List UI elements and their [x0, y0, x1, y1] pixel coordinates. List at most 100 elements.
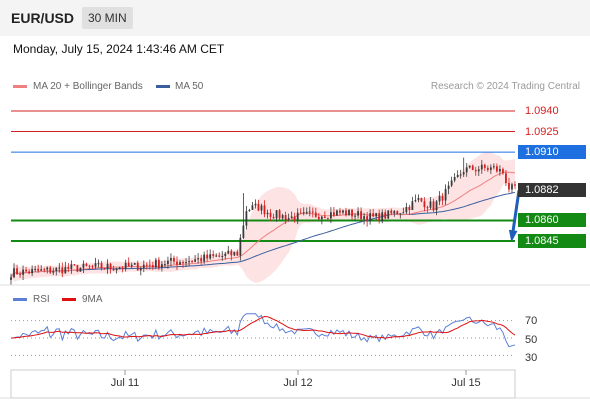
x-axis-frame	[10, 369, 516, 399]
candle	[257, 199, 260, 212]
candle	[227, 245, 230, 255]
ma9-legend-label: 9MA	[82, 294, 103, 305]
candle	[212, 250, 215, 259]
rsi-legend-label: RSI	[33, 294, 50, 305]
candle	[85, 262, 88, 267]
candle	[121, 266, 124, 273]
candle	[447, 181, 450, 195]
candle	[287, 213, 290, 222]
ma50-legend-label: MA 50	[175, 81, 204, 92]
candle	[209, 249, 212, 260]
candle	[354, 213, 356, 221]
candle	[136, 260, 139, 271]
candle	[450, 176, 453, 188]
candle	[91, 264, 94, 270]
candle	[465, 163, 468, 177]
ma20-line	[10, 171, 516, 278]
candle	[333, 206, 335, 218]
candle	[34, 265, 37, 272]
rsi-legend-swatch	[13, 298, 27, 301]
candle	[378, 209, 381, 224]
candle	[269, 208, 272, 221]
candle	[462, 157, 465, 178]
candle	[432, 198, 435, 212]
candle	[514, 181, 516, 190]
candle	[308, 206, 311, 217]
candle	[305, 207, 308, 215]
rsi-tick-50: 50	[525, 334, 538, 346]
candle	[164, 260, 166, 268]
candle	[124, 259, 127, 272]
candle	[206, 249, 209, 262]
candle	[381, 209, 384, 224]
candle	[40, 265, 43, 271]
candle	[492, 163, 495, 170]
candle	[67, 262, 70, 273]
candle	[61, 262, 64, 278]
candle	[43, 267, 46, 273]
forecast-arrowhead	[508, 229, 518, 243]
candle	[191, 259, 193, 264]
candle	[230, 249, 233, 261]
candle	[284, 211, 287, 224]
candle	[384, 209, 387, 220]
candle	[46, 266, 49, 274]
candle	[224, 251, 227, 260]
candle	[260, 203, 263, 215]
candle	[357, 207, 359, 219]
candle	[103, 267, 106, 270]
candle	[58, 263, 61, 273]
pivot-level-label-2: 1.0910	[518, 145, 586, 160]
candle	[511, 182, 513, 193]
candle	[154, 257, 157, 270]
candle	[70, 260, 73, 274]
candle	[417, 194, 420, 203]
candle	[157, 257, 160, 271]
rsi-tick-30: 30	[525, 352, 538, 364]
candle	[242, 193, 245, 240]
credit-text: Research © 2024 Trading Central	[430, 81, 580, 92]
candle	[109, 262, 112, 274]
candle	[160, 261, 163, 272]
candle	[387, 210, 390, 219]
rsi-tick-70: 70	[525, 315, 538, 327]
candle	[245, 205, 248, 230]
candle	[502, 167, 504, 175]
candle	[429, 196, 432, 210]
candle	[173, 255, 175, 265]
rsi-line	[10, 313, 516, 348]
candle	[127, 257, 130, 267]
candle	[393, 209, 396, 217]
candle	[239, 234, 242, 261]
chart-datetime: Monday, July 15, 2024 1:43:46 AM CET	[13, 42, 225, 56]
x-tick-jul-12: Jul 12	[283, 377, 313, 389]
candle	[151, 261, 154, 271]
candle	[390, 208, 393, 216]
candle	[399, 213, 402, 219]
candle	[197, 253, 200, 264]
candle	[326, 217, 329, 220]
ma20-legend-swatch	[13, 85, 27, 88]
candle	[185, 258, 187, 268]
candle	[52, 267, 55, 276]
candle	[76, 264, 79, 273]
candle	[486, 165, 489, 173]
candle	[299, 208, 302, 214]
candle	[55, 267, 58, 276]
candle	[22, 265, 24, 280]
candle	[320, 215, 323, 225]
timeframe-badge[interactable]: 30 MIN	[82, 7, 133, 29]
bollinger-band	[11, 152, 515, 283]
candle	[459, 169, 462, 179]
ma9-legend-swatch	[62, 298, 76, 301]
candle	[37, 264, 40, 273]
candle	[31, 265, 34, 277]
candle	[342, 209, 344, 215]
candle	[474, 166, 477, 176]
candle	[296, 208, 299, 225]
candle	[115, 267, 118, 274]
candle	[97, 259, 100, 268]
candle	[278, 209, 281, 222]
candle	[254, 199, 257, 209]
